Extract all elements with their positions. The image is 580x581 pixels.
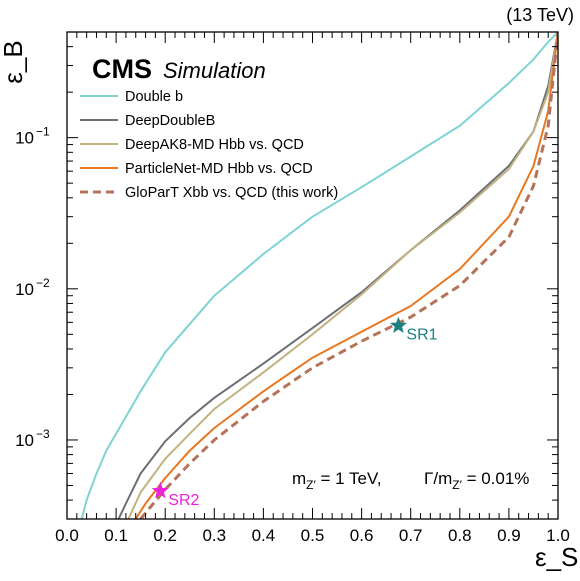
series-line-4 [134,32,558,519]
y-tick-exponent: −3 [36,427,50,441]
legend-label: ParticleNet-MD Hbb vs. QCD [125,161,313,177]
x-tick-label: 0.1 [104,526,128,545]
energy-label: (13 TeV) [506,5,574,25]
working-point-star [389,316,407,333]
working-point-label: SR2 [168,492,199,509]
y-tick-label: 10 [15,129,34,148]
width-annotation: Γ/mZ′ = 0.01% [424,469,529,492]
y-tick-exponent: −1 [36,125,50,139]
working-points-layer: SR1 SR2 [151,316,438,509]
x-tick-label: 0.5 [301,526,325,545]
simulation-label: Simulation [163,58,266,83]
x-tick-label: 0.4 [252,526,276,545]
y-axis-title: ε_B [0,40,28,83]
y-tick-label: 10 [15,280,34,299]
x-tick-label: 0.8 [448,526,472,545]
series-line-5 [139,32,558,519]
x-tick-label: 0.9 [497,526,521,545]
legend-label: DeepDoubleB [125,113,215,129]
y-axis: 10−310−210−1 [15,31,558,520]
legend-label: Double b [125,89,183,105]
cms-label: CMS [92,54,152,84]
y-tick-label: 10 [15,431,34,450]
x-tick-label: 0.3 [202,526,226,545]
x-tick-label: 0.2 [153,526,177,545]
x-tick-label: 0.0 [55,526,79,545]
series-line-3 [127,32,558,519]
series-line-1 [80,32,558,519]
legend-label: GloParT Xbb vs. QCD (this work) [125,185,338,201]
working-point-label: SR1 [406,327,437,344]
x-tick-label: 1.0 [546,526,570,545]
working-point-star [151,481,169,499]
curves-layer [80,32,558,519]
x-axis-title: ε_S [535,542,578,572]
x-tick-label: 0.6 [350,526,374,545]
y-tick-exponent: −2 [36,276,50,290]
mass-annotation: mZ′ = 1 TeV, [292,469,381,492]
x-tick-label: 0.7 [399,526,423,545]
legend: Double b DeepDoubleB DeepAK8-MD Hbb vs. QC… [80,89,338,201]
x-axis: 0.0 0.1 0.2 0.3 0.4 0.5 0.6 0.7 0.8 0.9 1.0 [55,32,570,545]
legend-label: DeepAK8-MD Hbb vs. QCD [125,137,304,153]
